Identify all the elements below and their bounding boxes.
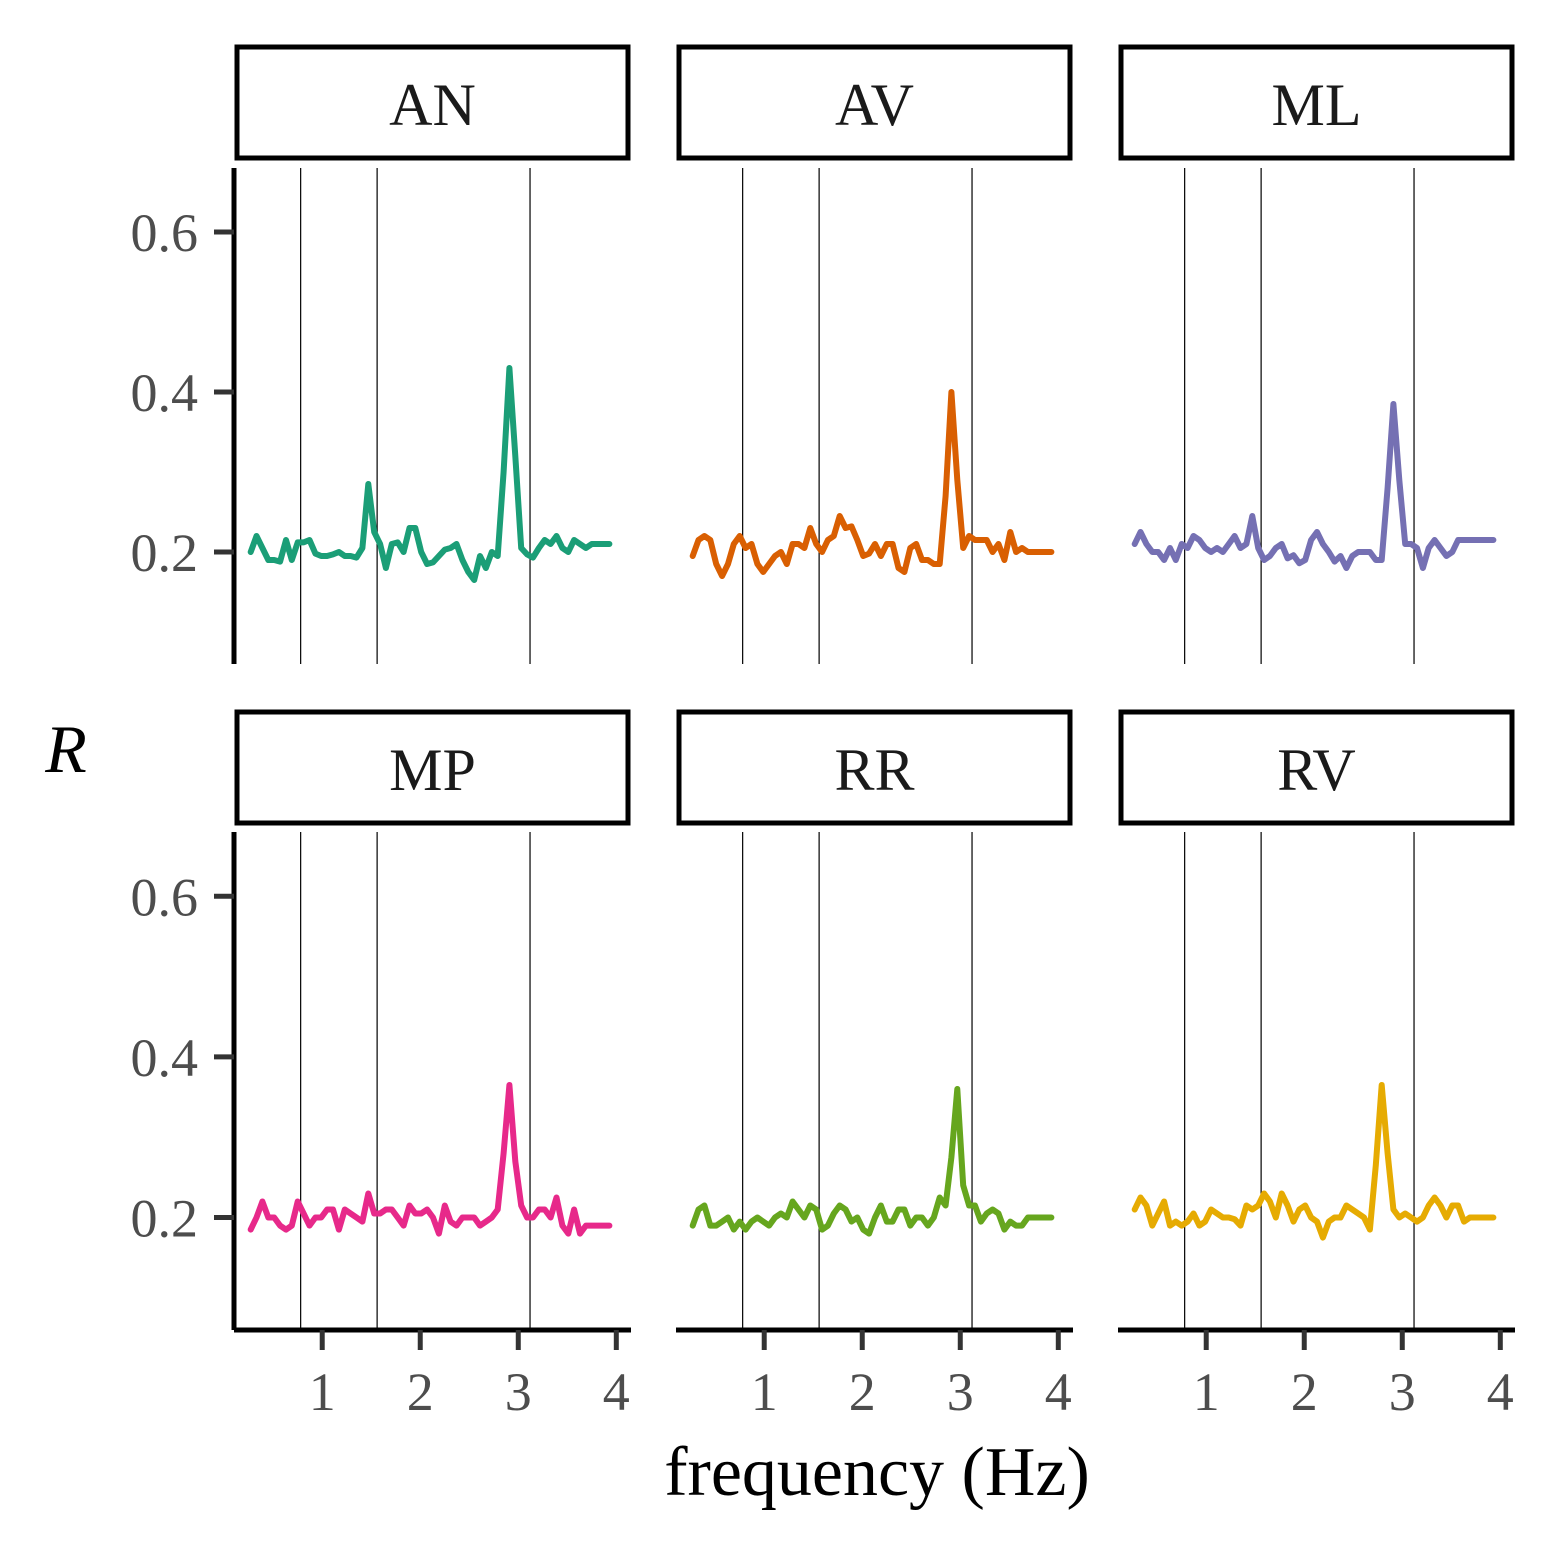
panel-mp: MP 0.2 0.4 0.6 1 2 3 4 (131, 709, 631, 1422)
panel-strip-label: AN (389, 72, 476, 138)
y-tick-label: 0.2 (131, 1189, 199, 1249)
panel-strip (1118, 44, 1515, 161)
y-tick-label: 0.4 (131, 363, 199, 423)
x-tick-label: 2 (1291, 1362, 1318, 1422)
x-tick-label: 2 (407, 1362, 434, 1422)
x-tick-label: 1 (751, 1362, 778, 1422)
panel-strip (676, 44, 1073, 161)
panel-strip-label: MP (389, 737, 476, 803)
panel-strip (676, 709, 1073, 826)
panel-av: AV (676, 44, 1073, 664)
panel-strip-label: AV (835, 72, 914, 138)
series-line-rr (689, 1086, 1055, 1237)
panel-rv: RV 1 2 3 4 (1118, 709, 1515, 1422)
panel-strip-label: RR (834, 737, 914, 803)
x-tick-label: 1 (309, 1362, 336, 1422)
y-axis-title: R (44, 711, 87, 787)
x-tick-label: 3 (947, 1362, 974, 1422)
panel-strip (1118, 709, 1515, 826)
panel-strip (234, 44, 631, 161)
panel-strip-label: RV (1277, 737, 1356, 803)
panel-rr: RR 1 2 3 4 (676, 709, 1073, 1422)
panel-ml: ML (1118, 44, 1515, 664)
y-tick-label: 0.2 (131, 523, 199, 583)
x-tick-label: 1 (1193, 1362, 1220, 1422)
x-tick-label: 3 (505, 1362, 532, 1422)
x-tick-label: 3 (1389, 1362, 1416, 1422)
x-tick-label: 4 (1487, 1362, 1514, 1422)
series-line-mp (247, 1082, 613, 1237)
x-tick-label: 4 (603, 1362, 630, 1422)
series-line-av (689, 389, 1055, 579)
series-line-ml (1131, 401, 1497, 571)
panels-layer: AN 0.2 0.4 0.6 AV ML MP 0.2 0.4 0.6 1 2 3 4 RR 1 2 3 4 RV 1 2… (131, 44, 1515, 1422)
panel-strip (234, 709, 631, 826)
y-tick-label: 0.6 (131, 867, 199, 927)
panel-strip-label: ML (1272, 72, 1362, 138)
y-tick-label: 0.6 (131, 203, 199, 263)
series-line-rv (1131, 1082, 1497, 1241)
series-line-an (247, 365, 613, 583)
y-tick-label: 0.4 (131, 1028, 199, 1088)
x-tick-label: 4 (1045, 1362, 1072, 1422)
panel-an: AN 0.2 0.4 0.6 (131, 44, 631, 664)
x-axis-title: frequency (Hz) (664, 1434, 1090, 1511)
x-tick-label: 2 (849, 1362, 876, 1422)
